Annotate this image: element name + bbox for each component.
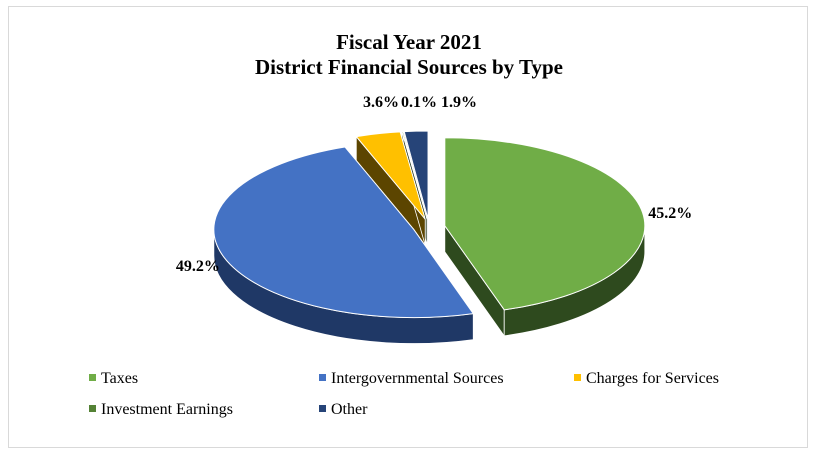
- legend-label-other: Other: [331, 401, 368, 418]
- legend-label-charges-for-services: Charges for Services: [586, 370, 719, 387]
- data-labels: 45.2% 49.2% 3.6% 0.1% 1.9%: [176, 94, 692, 275]
- data-label-taxes: 45.2%: [648, 205, 692, 222]
- pie-slice-top-taxes: [444, 137, 646, 311]
- legend-swatch-taxes: [89, 374, 96, 381]
- chart-title-line-1: Fiscal Year 2021: [336, 30, 482, 54]
- chart-title-line-2: District Financial Sources by Type: [255, 55, 563, 79]
- data-label-other: 1.9%: [441, 94, 477, 111]
- legend-item-taxes: Taxes: [89, 370, 138, 387]
- legend-label-investment-earnings: Investment Earnings: [101, 401, 233, 418]
- pie-slice-top-other: [403, 130, 429, 220]
- legend-item-other: Other: [319, 401, 368, 418]
- data-label-charges-for-services: 3.6%: [363, 94, 399, 111]
- pie-chart: Fiscal Year 2021 District Financial Sour…: [89, 30, 719, 418]
- legend-swatch-charges-for-services: [574, 374, 581, 381]
- legend-item-intergovernmental-sources: Intergovernmental Sources: [319, 370, 504, 387]
- legend-item-charges-for-services: Charges for Services: [574, 370, 719, 387]
- legend-item-investment-earnings: Investment Earnings: [89, 401, 233, 418]
- legend-label-taxes: Taxes: [101, 370, 138, 387]
- data-label-investment-earnings: 0.1%: [401, 94, 437, 111]
- pie-slice-top-charges-for-services: [355, 131, 426, 220]
- data-label-intergovernmental-sources: 49.2%: [176, 258, 220, 275]
- pie-slices: [213, 130, 646, 344]
- legend-label-intergovernmental-sources: Intergovernmental Sources: [331, 370, 504, 387]
- pie-slice-taxes: [444, 137, 646, 338]
- legend-swatch-other: [319, 405, 326, 412]
- pie-slice-intergovernmental-sources: [213, 145, 475, 344]
- legend: Taxes Intergovernmental Sources Charges fo…: [89, 370, 719, 418]
- legend-swatch-intergovernmental-sources: [319, 374, 326, 381]
- pie-slice-charges-for-services: [355, 131, 426, 247]
- pie-slice-top-investment-earnings: [401, 131, 428, 220]
- legend-swatch-investment-earnings: [89, 405, 96, 412]
- chart-frame: Fiscal Year 2021 District Financial Sour…: [8, 6, 808, 448]
- pie-slice-top-intergovernmental-sources: [213, 146, 475, 319]
